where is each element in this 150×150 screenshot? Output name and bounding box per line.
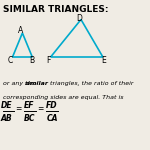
Text: =: = bbox=[38, 104, 44, 113]
Text: B: B bbox=[29, 56, 34, 65]
Text: corresponding sides are equal. That is: corresponding sides are equal. That is bbox=[3, 94, 123, 99]
Text: C: C bbox=[8, 56, 13, 65]
Text: A: A bbox=[18, 26, 23, 35]
Text: similar: similar bbox=[24, 81, 48, 86]
Text: F: F bbox=[46, 56, 51, 65]
Text: D: D bbox=[76, 14, 82, 23]
Text: or any two: or any two bbox=[3, 81, 38, 86]
Text: CA: CA bbox=[46, 114, 58, 123]
Text: BC: BC bbox=[24, 114, 35, 123]
Text: EF: EF bbox=[24, 100, 35, 109]
Text: triangles, the ratio of their: triangles, the ratio of their bbox=[48, 81, 133, 86]
Text: SIMILAR TRIANGLES:: SIMILAR TRIANGLES: bbox=[3, 4, 108, 14]
Text: AB: AB bbox=[1, 114, 13, 123]
Text: E: E bbox=[101, 56, 106, 65]
Text: FD: FD bbox=[46, 100, 58, 109]
Text: =: = bbox=[15, 104, 21, 113]
Text: DE: DE bbox=[1, 100, 13, 109]
